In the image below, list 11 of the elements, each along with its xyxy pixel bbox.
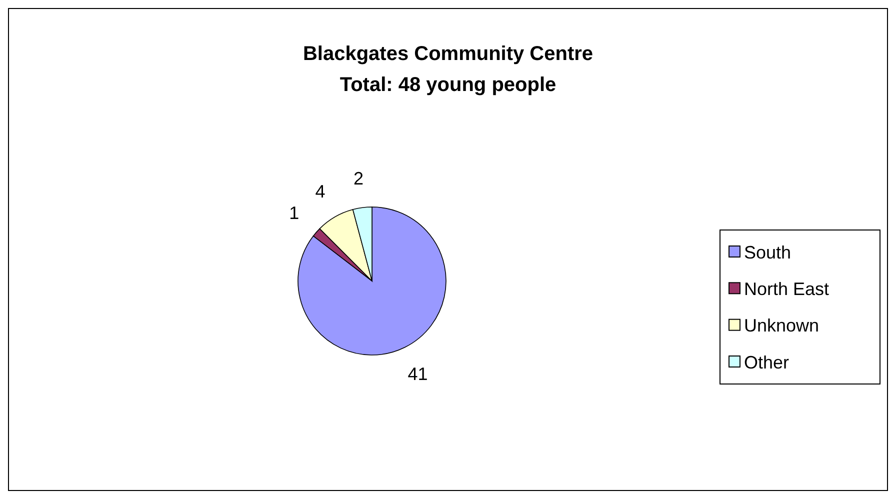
legend-label: Unknown: [744, 316, 820, 336]
data-label: 1: [289, 202, 300, 223]
data-label: 4: [315, 182, 326, 202]
chart-title: Blackgates Community Centre: [302, 43, 594, 65]
pie-slice: [298, 206, 446, 356]
legend-label: North East: [744, 278, 830, 299]
data-label: 2: [353, 168, 364, 189]
legend-label: Other: [744, 352, 790, 372]
legend-label: South: [744, 242, 792, 262]
data-label: 41: [408, 364, 428, 384]
chart-subtitle: Total: 48 young people: [340, 74, 556, 96]
